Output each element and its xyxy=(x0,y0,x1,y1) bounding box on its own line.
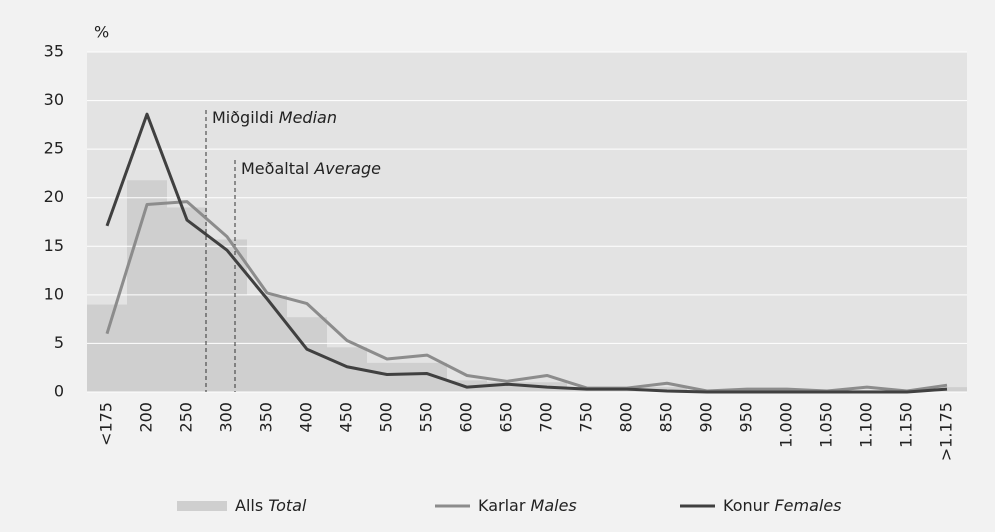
bar xyxy=(167,207,207,392)
x-tick-label: 650 xyxy=(497,402,516,433)
x-tick-label: 500 xyxy=(377,402,396,433)
x-tick-label: 350 xyxy=(257,402,276,433)
annotation-text-en: Median xyxy=(279,108,337,127)
annotation-text: Meðaltal xyxy=(241,159,309,178)
annotation-text-en: Average xyxy=(313,159,381,178)
bar xyxy=(207,239,247,392)
y-tick-label: 35 xyxy=(44,42,64,61)
bar xyxy=(87,304,127,392)
x-tick-label: <175 xyxy=(97,402,116,446)
legend-name-en: Total xyxy=(268,496,307,515)
annotation: Meðaltal Average xyxy=(241,159,381,178)
x-tick-label: >1.175 xyxy=(937,402,956,461)
x-tick-label: 250 xyxy=(177,402,196,433)
bar xyxy=(367,362,407,392)
x-tick-label: 900 xyxy=(697,402,716,433)
line xyxy=(105,112,948,394)
annotation: Miðgildi Median xyxy=(212,108,337,127)
x-tick-label: 450 xyxy=(337,402,356,433)
x-tick-label: 1.050 xyxy=(817,402,836,448)
x-tick-label: 1.100 xyxy=(857,402,876,448)
x-tick-label: 1.150 xyxy=(897,402,916,448)
x-tick-label: 850 xyxy=(657,402,676,433)
legend-name: Alls xyxy=(235,496,263,515)
x-tick-label: 700 xyxy=(537,402,556,433)
legend-name: Konur xyxy=(723,496,770,515)
legend-name-en: Males xyxy=(531,496,577,515)
y-axis-label: % xyxy=(94,23,109,42)
legend-label: Konur Females xyxy=(723,496,842,515)
x-tick-label: 600 xyxy=(457,402,476,433)
bar xyxy=(487,382,527,392)
legend-swatch xyxy=(177,501,227,511)
x-tick-label: 400 xyxy=(297,402,316,433)
x-tick-label: 200 xyxy=(137,402,156,433)
y-tick-label: 10 xyxy=(44,284,64,303)
legend-name-en: Females xyxy=(774,496,841,515)
y-tick-label: 30 xyxy=(44,90,64,109)
legend-name: Karlar xyxy=(478,496,526,515)
bar xyxy=(127,180,167,392)
x-tick-label: 1.000 xyxy=(777,402,796,448)
annotation-text: Miðgildi xyxy=(212,108,274,127)
line xyxy=(105,200,948,393)
legend-label: Alls Total xyxy=(235,496,307,515)
legend-label: Karlar Males xyxy=(478,496,577,515)
x-tick-label: 550 xyxy=(417,402,436,433)
y-tick-label: 25 xyxy=(44,139,64,158)
y-tick-label: 15 xyxy=(44,236,64,255)
y-tick-label: 5 xyxy=(54,333,64,352)
y-tick-label: 0 xyxy=(54,382,64,401)
x-tick-label: 300 xyxy=(217,402,236,433)
x-tick-label: 800 xyxy=(617,402,636,433)
y-tick-label: 20 xyxy=(44,187,64,206)
x-tick-label: 750 xyxy=(577,402,596,433)
x-tick-label: 950 xyxy=(737,402,756,433)
